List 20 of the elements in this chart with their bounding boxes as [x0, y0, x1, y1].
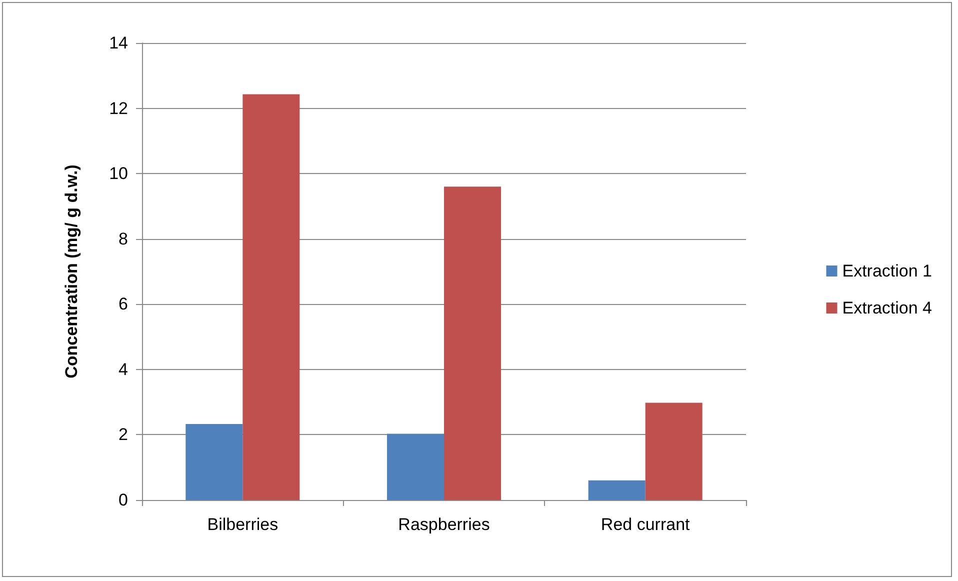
y-tick-label: 12: [109, 98, 128, 118]
bar: [242, 94, 300, 500]
legend-label: Extraction 1: [842, 262, 932, 280]
bar: [588, 480, 646, 500]
y-tick-label: 4: [118, 360, 128, 379]
bar: [645, 402, 702, 500]
y-axis-title: Concentration (mg/ g d.w.): [62, 164, 81, 378]
bar: [444, 186, 501, 500]
x-tick-label: Red currant: [600, 515, 690, 534]
legend-label: Extraction 4: [842, 298, 932, 318]
bar: [387, 434, 444, 500]
x-tick-label: Raspberries: [398, 515, 490, 534]
bar: [186, 424, 243, 500]
y-tick-label: 10: [109, 164, 128, 184]
y-tick-label: 14: [109, 34, 128, 52]
x-tick-label: Bilberries: [207, 515, 278, 534]
y-tick-label: 0: [118, 490, 128, 510]
y-tick-label: 8: [118, 229, 128, 248]
y-tick-label: 6: [118, 294, 128, 314]
y-tick-label: 2: [118, 425, 128, 444]
